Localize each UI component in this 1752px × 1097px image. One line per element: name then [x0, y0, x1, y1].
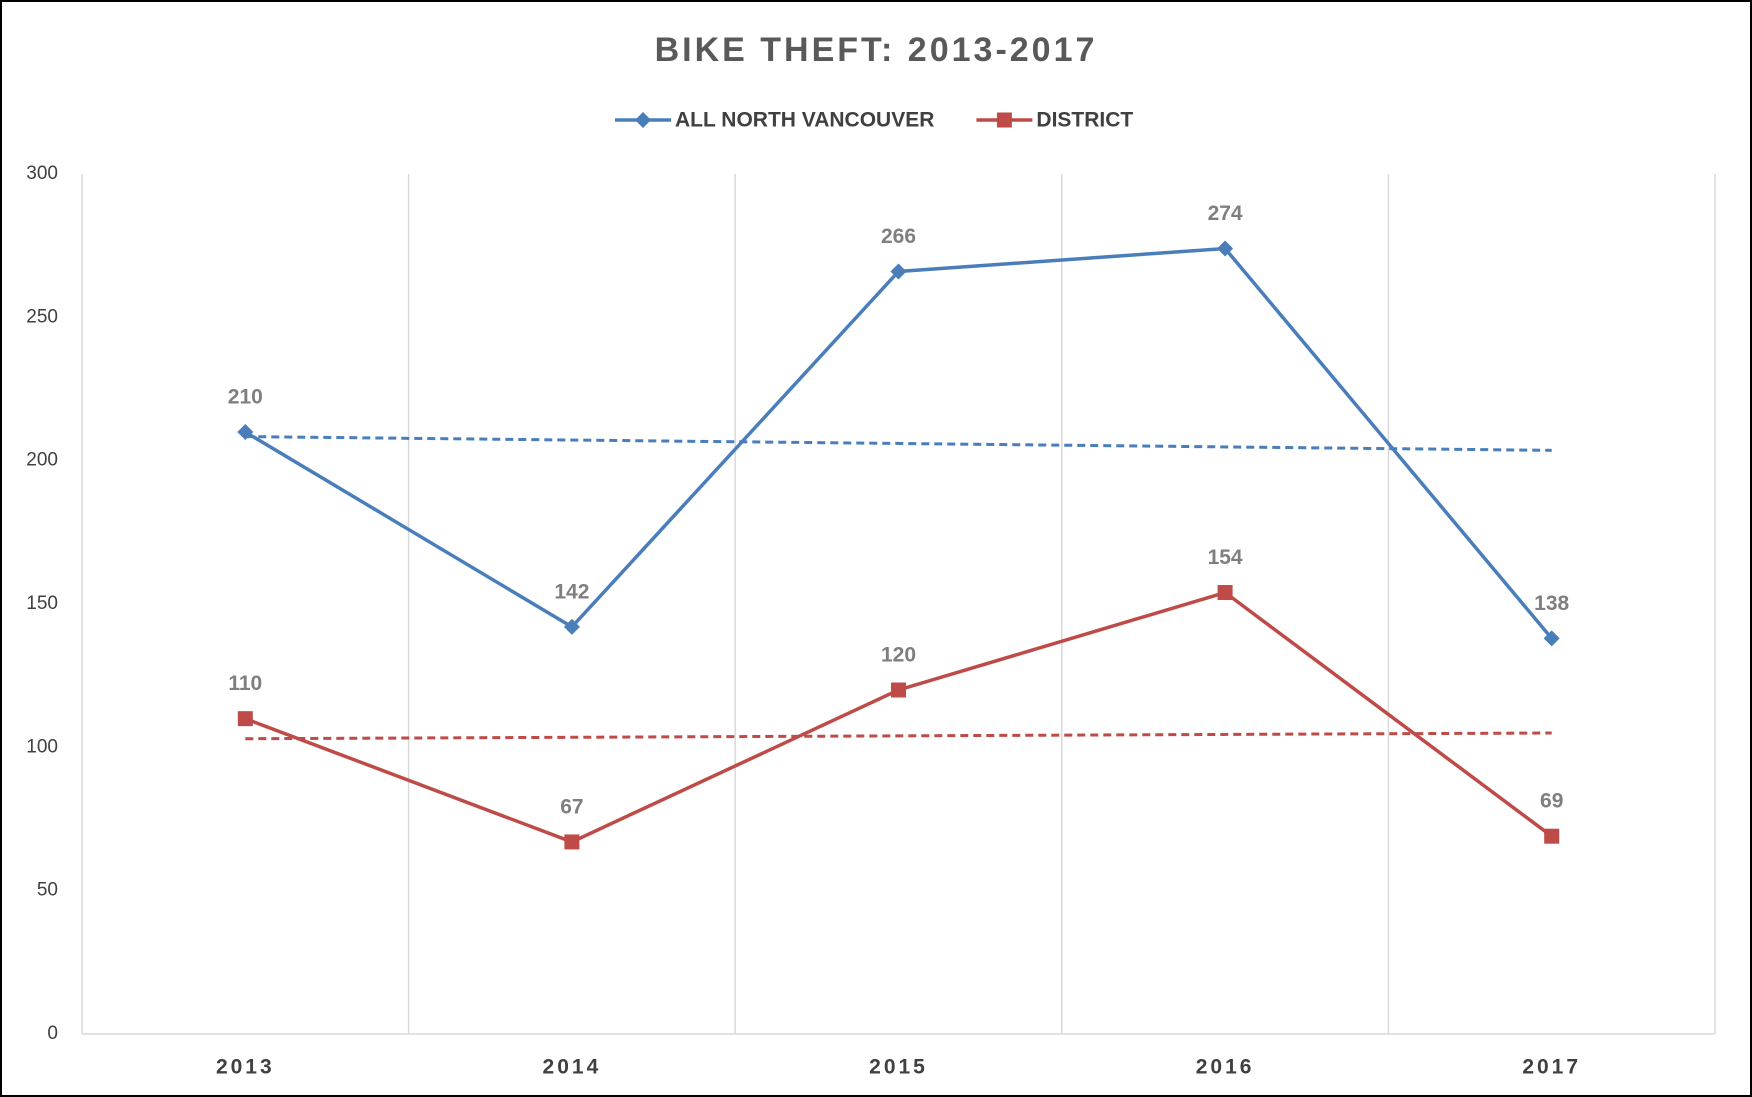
legend-label: ALL NORTH VANCOUVER — [675, 109, 934, 132]
y-tick-label: 150 — [26, 593, 58, 614]
y-tick-label: 50 — [37, 880, 58, 901]
data-label: 138 — [1534, 592, 1569, 615]
data-label: 110 — [228, 672, 262, 695]
data-label: 274 — [1208, 202, 1243, 225]
data-label: 69 — [1540, 790, 1563, 813]
y-tick-label: 300 — [26, 163, 58, 184]
data-label: 210 — [228, 386, 263, 409]
x-tick-label: 2016 — [1196, 1056, 1255, 1079]
trendline — [245, 435, 1552, 452]
y-tick-label: 250 — [26, 306, 58, 327]
x-tick-label: 2017 — [1522, 1056, 1581, 1079]
y-tick-label: 0 — [47, 1023, 58, 1044]
marker — [891, 682, 906, 698]
data-label: 142 — [554, 580, 589, 603]
data-label: 120 — [881, 644, 916, 667]
marker — [237, 424, 254, 440]
data-label: 67 — [560, 795, 583, 818]
data-label: 154 — [1208, 546, 1243, 569]
chart-title: BIKE THEFT: 2013-2017 — [655, 31, 1098, 69]
marker — [1217, 240, 1234, 257]
y-tick-label: 100 — [26, 736, 58, 757]
y-tick-label: 200 — [26, 450, 58, 471]
trendline — [245, 731, 1552, 741]
data-label: 266 — [881, 225, 916, 248]
marker — [890, 263, 907, 280]
marker — [1217, 585, 1233, 601]
legend-label: DISTRICT — [1036, 109, 1133, 132]
marker — [1544, 828, 1560, 844]
marker — [563, 618, 580, 635]
x-tick-label: 2013 — [216, 1056, 275, 1079]
x-tick-label: 2015 — [869, 1056, 928, 1079]
legend-marker — [635, 112, 651, 128]
marker — [564, 834, 580, 850]
legend-marker — [996, 112, 1012, 128]
marker — [237, 711, 253, 727]
marker — [1543, 630, 1560, 647]
x-tick-label: 2014 — [543, 1056, 602, 1079]
